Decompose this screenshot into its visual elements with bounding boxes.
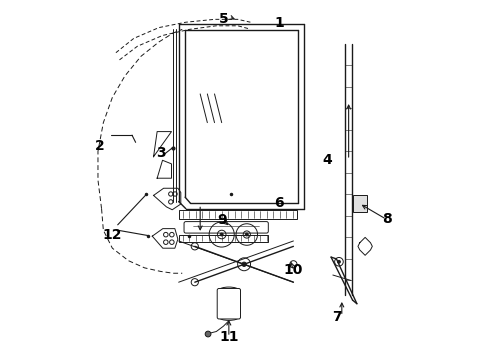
Text: 9: 9 (217, 213, 226, 227)
Text: 5: 5 (219, 12, 228, 26)
Circle shape (242, 262, 246, 266)
FancyBboxPatch shape (353, 195, 368, 212)
Bar (179, 234, 269, 242)
Text: 3: 3 (156, 146, 166, 160)
Text: 4: 4 (322, 153, 332, 167)
Text: 7: 7 (332, 310, 341, 324)
Text: 12: 12 (102, 228, 122, 242)
Circle shape (338, 260, 341, 263)
Circle shape (205, 331, 211, 337)
Text: 8: 8 (382, 212, 392, 226)
Text: 10: 10 (284, 264, 303, 277)
Text: 11: 11 (219, 330, 239, 344)
FancyBboxPatch shape (184, 222, 269, 233)
Text: 6: 6 (274, 196, 284, 210)
FancyBboxPatch shape (217, 288, 241, 319)
Text: 1: 1 (274, 16, 284, 30)
Bar (179, 211, 297, 219)
Circle shape (220, 233, 223, 236)
Circle shape (245, 233, 248, 236)
Text: 2: 2 (95, 139, 105, 153)
